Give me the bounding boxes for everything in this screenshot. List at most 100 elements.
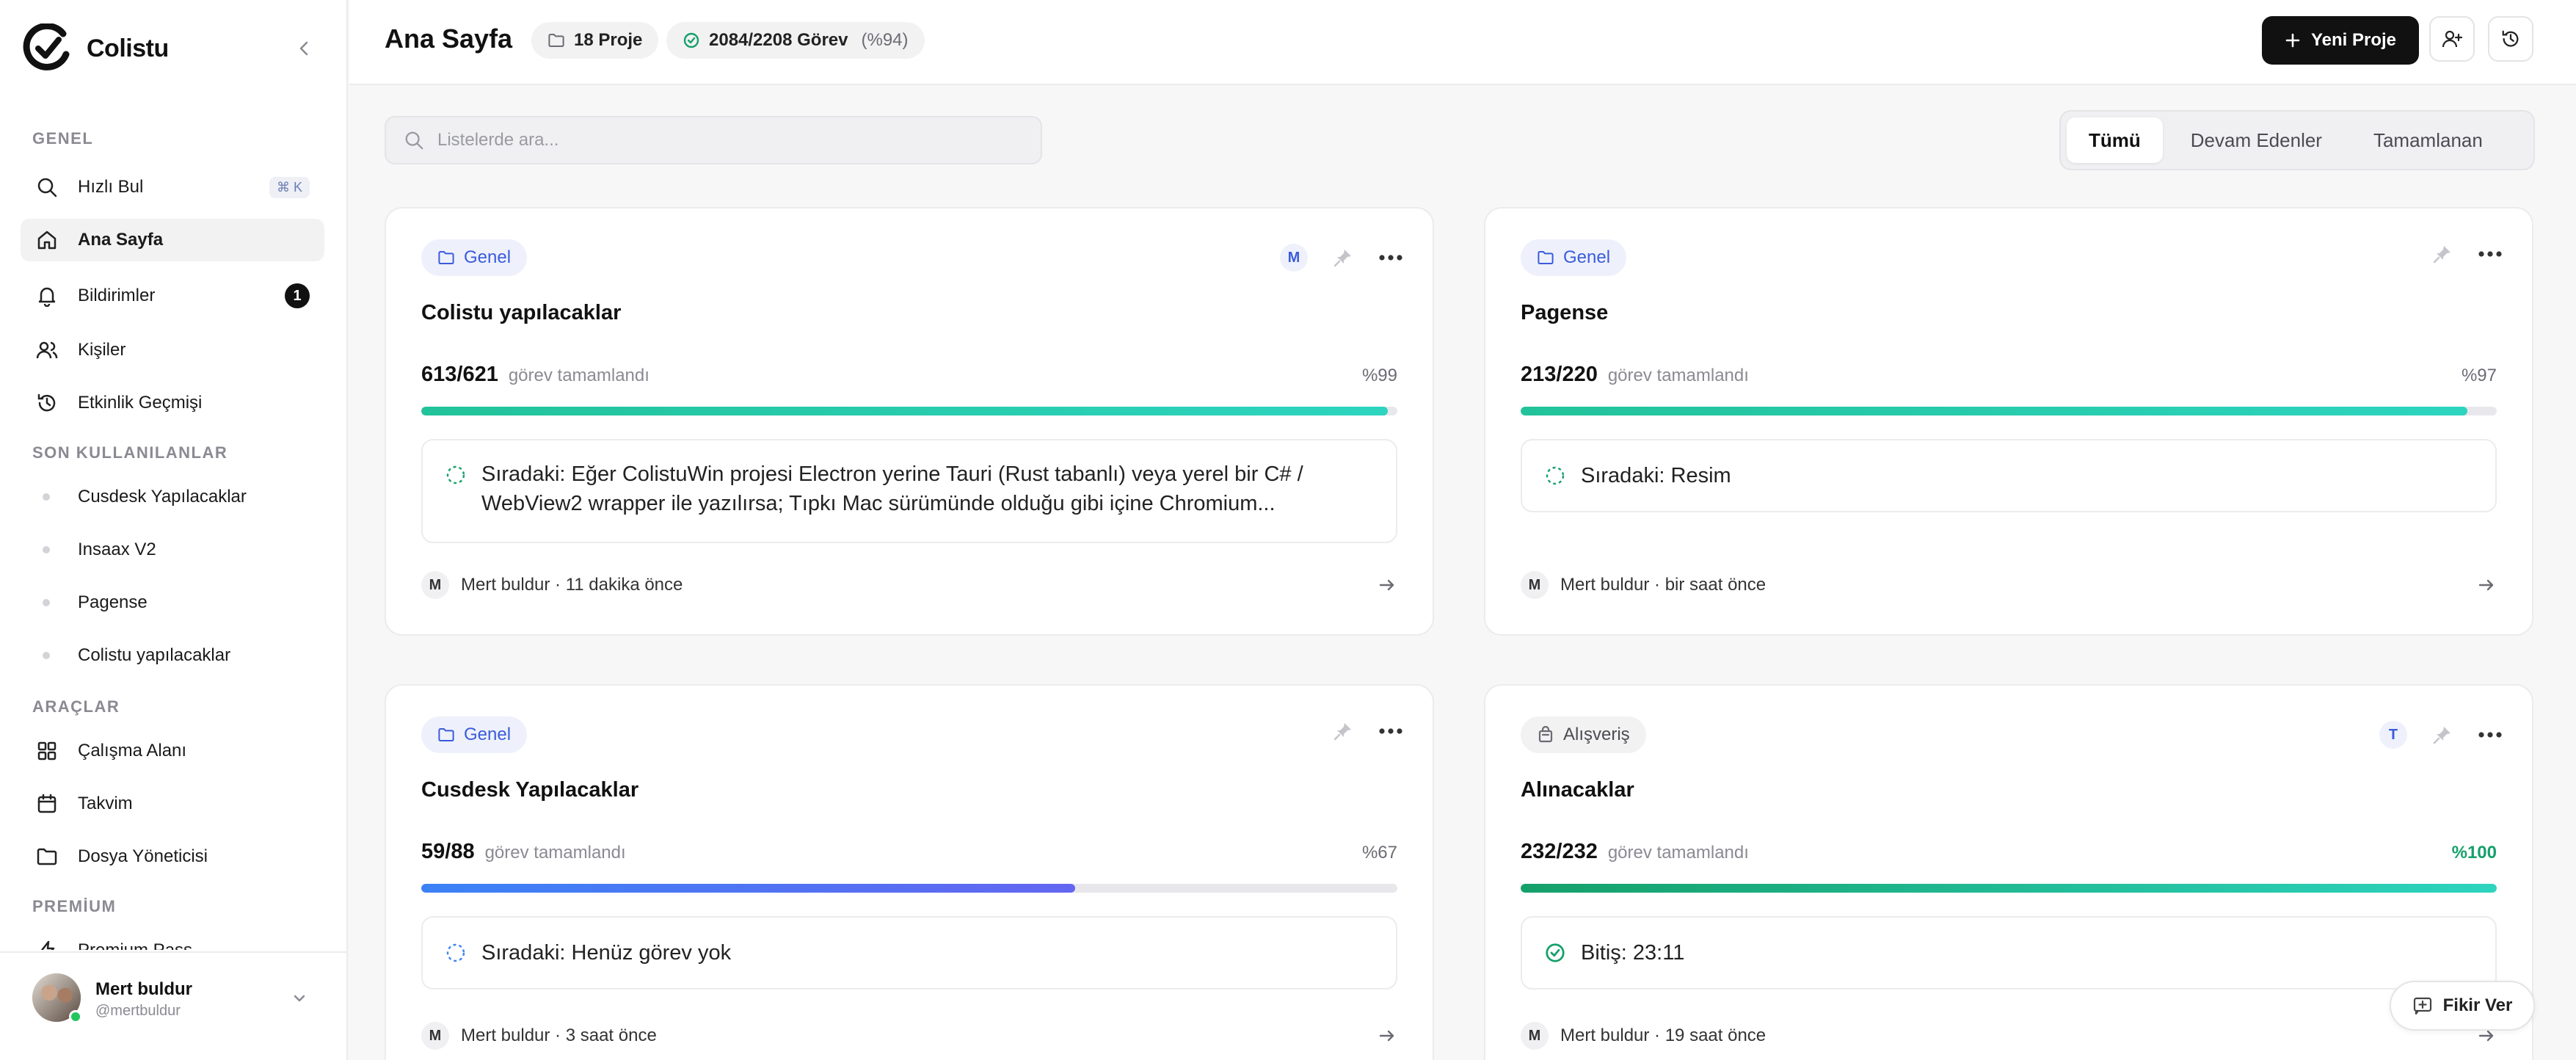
progress-bar-fill	[1521, 407, 2468, 415]
recent-item[interactable]: Pagense	[21, 581, 324, 624]
pin-icon[interactable]	[1333, 721, 1353, 741]
progress-count: 59/88	[421, 840, 475, 863]
sidebar-item-workspace[interactable]: Çalışma Alanı	[21, 730, 324, 772]
pending-circle-icon	[446, 943, 465, 962]
top-header: Ana Sayfa 18 Proje 2084/2208 Görev (%94)…	[349, 0, 2576, 85]
project-title: Pagense	[1521, 301, 1609, 324]
tab-completed[interactable]: Tamamlanan	[2373, 128, 2483, 151]
category-label: Genel	[464, 247, 512, 267]
progress-percent: %97	[2461, 366, 2497, 385]
feedback-button[interactable]: Fikir Ver	[2390, 981, 2535, 1031]
author-avatar: M	[1521, 571, 1549, 599]
sidebar-item-notifications[interactable]: Bildirimler 1	[21, 275, 324, 317]
card-footer: M Mert buldur · 3 saat önce	[421, 1022, 1397, 1050]
recent-item[interactable]: Cusdesk Yapılacaklar	[21, 476, 324, 518]
new-project-button[interactable]: Yeni Proje	[2262, 16, 2419, 65]
user-handle: @mertbuldur	[95, 1003, 181, 1019]
next-task-box[interactable]: Sıradaki: Resim	[1521, 439, 2497, 512]
arrow-right-icon[interactable]	[1377, 1025, 1397, 1046]
search-icon	[405, 131, 423, 150]
sidebar-item-people[interactable]: Kişiler	[21, 329, 324, 371]
avatar	[32, 973, 82, 1023]
recent-item-label: Cusdesk Yapılacaklar	[78, 487, 247, 507]
user-plus-icon	[2442, 30, 2462, 48]
search-bar[interactable]	[385, 116, 1042, 164]
project-title: Colistu yapılacaklar	[421, 301, 622, 324]
card-actions: M	[1280, 244, 1403, 272]
more-horizontal-icon[interactable]	[2478, 250, 2503, 258]
pin-icon[interactable]	[2432, 725, 2453, 745]
project-card[interactable]: Genel Pagense 213/220 görev tamamlandı %…	[1484, 207, 2533, 636]
bullet-dot	[43, 599, 50, 606]
progress-percent: %100	[2451, 843, 2497, 863]
project-card[interactable]: Alışveriş T Alınacaklar 232/232 görev ta…	[1484, 684, 2533, 1060]
tasks-count-chip: 2084/2208 Görev (%94)	[666, 22, 925, 59]
sidebar-item-calendar[interactable]: Takvim	[21, 783, 324, 825]
sidebar: Colistu GENEL Hızlı Bul ⌘ K Ana Sayfa Bi…	[0, 0, 348, 1060]
more-horizontal-icon[interactable]	[1378, 254, 1403, 261]
arrow-right-icon[interactable]	[2476, 1025, 2497, 1046]
recent-item-label: Insaax V2	[78, 540, 156, 559]
pin-icon[interactable]	[2432, 244, 2453, 264]
last-updated: Mert buldur · 19 saat önce	[1560, 1025, 1767, 1045]
folder-icon	[438, 251, 454, 264]
due-text: Bitiş: 23:11	[1581, 941, 1685, 965]
member-avatar[interactable]: M	[1280, 244, 1308, 272]
project-card[interactable]: Genel Cusdesk Yapılacaklar 59/88 görev t…	[385, 684, 1434, 1060]
last-updated: Mert buldur · 11 dakika önce	[461, 575, 683, 595]
progress-bar-fill	[421, 884, 1076, 893]
section-tools: ARAÇLAR	[32, 697, 120, 716]
category-label: Alışveriş	[1563, 725, 1630, 744]
progress-label: görev tamamlandı	[484, 843, 626, 863]
arrow-right-icon[interactable]	[2476, 575, 2497, 595]
category-badge[interactable]: Genel	[421, 239, 528, 276]
project-card[interactable]: Genel M Colistu yapılacaklar 613/621 gör…	[385, 207, 1434, 636]
folder-icon	[438, 728, 454, 741]
tab-in-progress[interactable]: Devam Edenler	[2190, 128, 2322, 151]
member-avatar[interactable]: T	[2379, 721, 2407, 749]
last-updated: Mert buldur · bir saat önce	[1560, 575, 1767, 595]
more-horizontal-icon[interactable]	[2478, 731, 2503, 738]
sidebar-item-label: Kişiler	[78, 340, 126, 360]
page-title: Ana Sayfa	[385, 23, 513, 54]
author-avatar: M	[421, 571, 449, 599]
app-name: Colistu	[87, 34, 169, 62]
author-avatar: M	[1521, 1022, 1549, 1050]
sidebar-item-file-manager[interactable]: Dosya Yöneticisi	[21, 835, 324, 878]
card-footer: M Mert buldur · 11 dakika önce	[421, 571, 1397, 599]
user-menu[interactable]: Mert buldur @mertbuldur	[0, 951, 348, 1060]
brand[interactable]: Colistu	[22, 23, 169, 73]
category-badge[interactable]: Alışveriş	[1521, 716, 1646, 753]
plus-icon	[2285, 33, 2300, 48]
category-badge[interactable]: Genel	[421, 716, 528, 753]
sidebar-item-home[interactable]: Ana Sayfa	[21, 219, 324, 261]
next-task-box[interactable]: Sıradaki: Eğer ColistuWin projesi Electr…	[421, 439, 1397, 543]
quick-find-button[interactable]: Hızlı Bul ⌘ K	[21, 166, 324, 208]
history-icon	[35, 391, 59, 415]
invite-user-button[interactable]	[2429, 16, 2475, 62]
progress-label: görev tamamlandı	[1607, 843, 1749, 863]
recent-item[interactable]: Insaax V2	[21, 529, 324, 571]
more-horizontal-icon[interactable]	[1378, 727, 1403, 735]
sidebar-item-premium[interactable]: Premium Pass	[21, 929, 324, 950]
history-button[interactable]	[2488, 16, 2533, 62]
category-label: Genel	[1563, 247, 1611, 267]
progress-summary: 59/88 görev tamamlandı %67	[421, 840, 1397, 866]
tab-all[interactable]: Tümü	[2067, 117, 2163, 163]
due-box[interactable]: Bitiş: 23:11	[1521, 916, 2497, 990]
search-input[interactable]	[437, 130, 1010, 150]
colistu-logo-icon	[23, 23, 70, 70]
category-badge[interactable]: Genel	[1521, 239, 1627, 276]
message-plus-icon	[2413, 997, 2431, 1015]
arrow-right-icon[interactable]	[1377, 575, 1397, 595]
recent-item[interactable]: Colistu yapılacaklar	[21, 634, 324, 677]
progress-label: görev tamamlandı	[1607, 366, 1749, 385]
sidebar-item-activity[interactable]: Etkinlik Geçmişi	[21, 382, 324, 424]
collapse-sidebar-button[interactable]	[291, 35, 317, 62]
shortcut-hint: ⌘ K	[269, 176, 310, 198]
next-task-box[interactable]: Sıradaki: Henüz görev yok	[421, 916, 1397, 990]
check-circle-icon	[1546, 943, 1565, 962]
pin-icon[interactable]	[1333, 247, 1353, 268]
history-icon	[2502, 30, 2519, 47]
sidebar-item-label: Premium Pass	[78, 940, 192, 950]
